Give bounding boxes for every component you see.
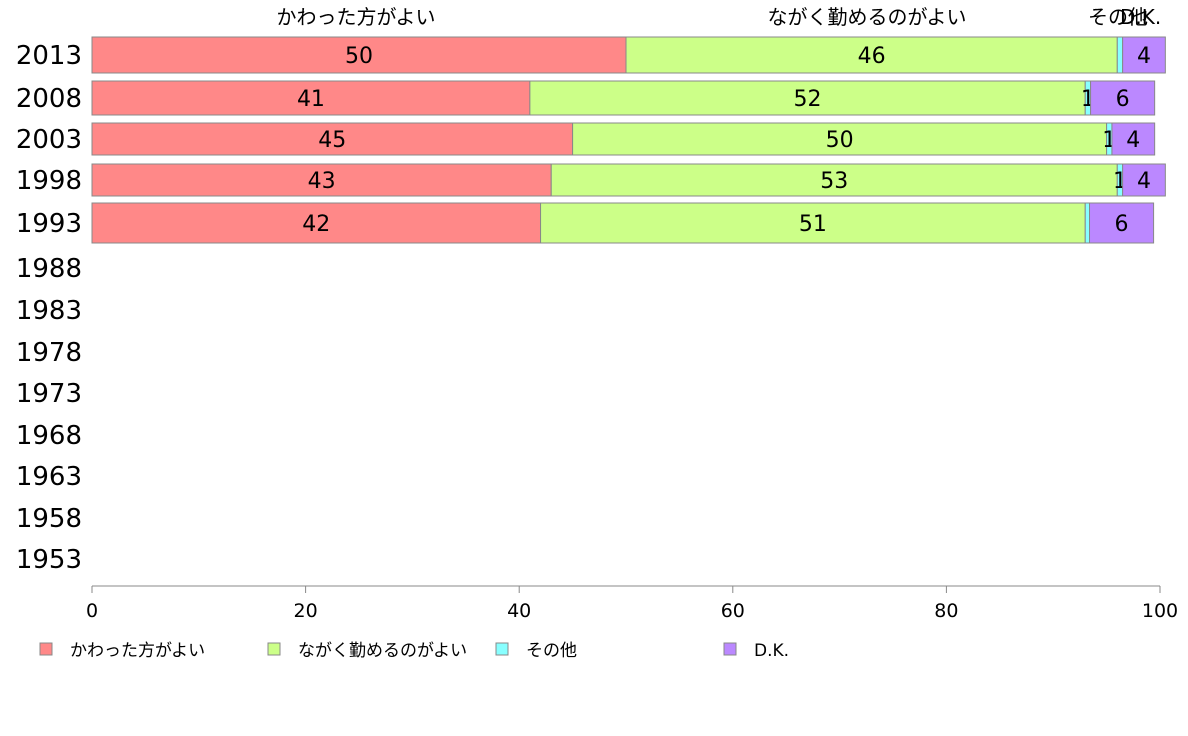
bar-segment-2003-1 xyxy=(572,122,1108,156)
data-label-2013-3: 4 xyxy=(1137,44,1151,69)
bar-segment-2008-0 xyxy=(91,80,531,116)
year-label-1968: 1968 xyxy=(16,421,82,451)
legend-label-0: かわった方がよい xyxy=(70,641,205,661)
data-label-2013-0: 50 xyxy=(345,44,373,69)
bar-segment-1998-3 xyxy=(1122,163,1166,197)
bar-segment-2013-2 xyxy=(1116,36,1124,74)
data-label-2008-1: 52 xyxy=(794,87,822,112)
bar-segment-1998-1 xyxy=(550,163,1118,197)
year-label-1953: 1953 xyxy=(16,545,82,575)
data-label-2003-3: 4 xyxy=(1126,128,1140,153)
data-label-2013-1: 46 xyxy=(858,44,886,69)
legend: かわった方がよい ながく勤めるのがよい その他 D.K. xyxy=(39,641,789,661)
bar-segment-2008-1 xyxy=(529,80,1086,116)
bar-segment-2013-3 xyxy=(1122,36,1166,74)
data-label-1998-1: 53 xyxy=(820,169,848,194)
bar-segment-1998-0 xyxy=(91,163,552,197)
bars: 50 46 441 52 1 645 50 1 443 53 1 442 51 6 xyxy=(91,36,1166,244)
legend-label-2: その他 xyxy=(526,641,577,661)
year-label-1963: 1963 xyxy=(16,462,82,492)
year-label-1973: 1973 xyxy=(16,379,82,409)
legend-label-3: D.K. xyxy=(754,641,789,661)
data-label-1993-1: 51 xyxy=(799,212,827,237)
bar-segment-1993-2 xyxy=(1084,202,1091,244)
data-label-1993-0: 42 xyxy=(302,212,330,237)
year-label-1993: 1993 xyxy=(16,209,82,239)
legend-swatch-2 xyxy=(495,642,509,656)
data-label-1993-3: 6 xyxy=(1115,212,1129,237)
bar-segment-1993-1 xyxy=(540,202,1086,244)
legend-label-1: ながく勤めるのがよい xyxy=(298,641,467,661)
x-tick-label-20: 20 xyxy=(294,600,318,622)
legend-swatch-3 xyxy=(723,642,737,656)
bar-segment-1993-3 xyxy=(1089,202,1155,244)
series-header-1: ながく勤めるのがよい xyxy=(768,5,967,29)
year-label-1983: 1983 xyxy=(16,296,82,326)
year-label-1998: 1998 xyxy=(16,166,82,196)
series-header-2: その他 xyxy=(1088,5,1148,29)
bar-segment-1993-0 xyxy=(91,202,542,244)
data-label-2003-0: 45 xyxy=(318,128,346,153)
data-label-1998-0: 43 xyxy=(308,169,336,194)
legend-swatch-0 xyxy=(39,642,53,656)
x-tick-label-60: 60 xyxy=(721,600,745,622)
year-label-2013: 2013 xyxy=(16,41,82,71)
year-label-1988: 1988 xyxy=(16,254,82,284)
year-axis-labels: 2013 2008 2003 1998 1993 1988 1983 1978 1973 1968… xyxy=(16,41,82,575)
series-header-3: D.K. xyxy=(1120,5,1161,29)
x-axis: 0 20 40 60 80 100 xyxy=(86,585,1178,622)
bar-segment-2003-0 xyxy=(91,122,574,156)
x-tick-label-0: 0 xyxy=(86,600,98,622)
bar-segment-2013-1 xyxy=(625,36,1118,74)
year-label-2003: 2003 xyxy=(16,125,82,155)
bar-segment-2008-3 xyxy=(1090,80,1156,116)
year-label-1958: 1958 xyxy=(16,504,82,534)
data-label-2008-0: 41 xyxy=(297,87,325,112)
series-header-0: かわった方がよい xyxy=(277,5,436,29)
bar-segment-2013-0 xyxy=(91,36,627,74)
x-tick-label-80: 80 xyxy=(934,600,958,622)
legend-swatch-1 xyxy=(267,642,281,656)
x-tick-label-40: 40 xyxy=(507,600,531,622)
bar-segment-2003-3 xyxy=(1111,122,1156,156)
x-tick-label-100: 100 xyxy=(1142,600,1178,622)
year-label-1978: 1978 xyxy=(16,338,82,368)
year-label-2008: 2008 xyxy=(16,84,82,114)
data-label-1998-3: 4 xyxy=(1137,169,1151,194)
data-label-2003-1: 50 xyxy=(826,128,854,153)
data-label-2008-3: 6 xyxy=(1116,87,1130,112)
